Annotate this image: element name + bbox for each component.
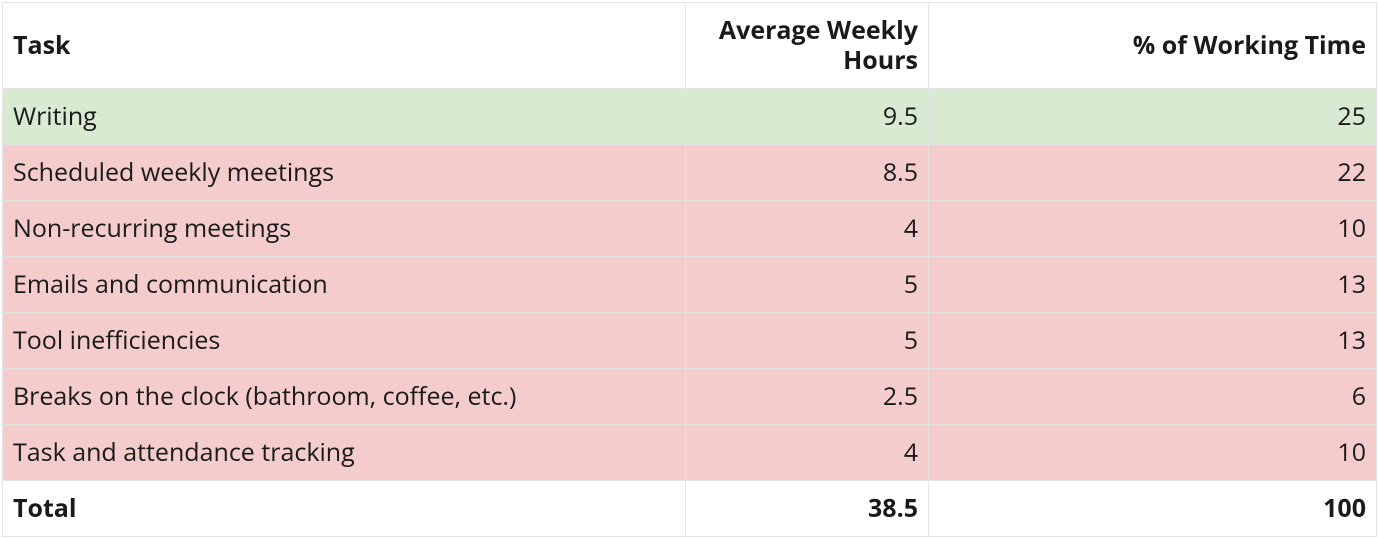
cell-percent: 6 [929, 369, 1377, 425]
cell-percent: 10 [929, 425, 1377, 481]
cell-task: Scheduled weekly meetings [3, 145, 686, 201]
cell-percent: 10 [929, 201, 1377, 257]
cell-hours: 5 [686, 257, 929, 313]
cell-task: Tool inefficiencies [3, 313, 686, 369]
cell-hours: 5 [686, 313, 929, 369]
cell-percent: 25 [929, 89, 1377, 145]
cell-task: Task and attendance tracking [3, 425, 686, 481]
table-row: Writing9.525 [3, 89, 1377, 145]
cell-task: Writing [3, 89, 686, 145]
table-total-row: Total38.5100 [3, 481, 1377, 537]
table-row: Tool inefficiencies513 [3, 313, 1377, 369]
col-header-task: Task [3, 3, 686, 89]
table-row: Non-recurring meetings410 [3, 201, 1377, 257]
cell-percent: 22 [929, 145, 1377, 201]
cell-percent: 13 [929, 313, 1377, 369]
table-row: Scheduled weekly meetings8.522 [3, 145, 1377, 201]
cell-task: Breaks on the clock (bathroom, coffee, e… [3, 369, 686, 425]
cell-task: Non-recurring meetings [3, 201, 686, 257]
cell-task: Emails and communication [3, 257, 686, 313]
table-header-row: Task Average Weekly Hours % of Working T… [3, 3, 1377, 89]
table-row: Task and attendance tracking410 [3, 425, 1377, 481]
cell-hours: 8.5 [686, 145, 929, 201]
cell-hours: 4 [686, 425, 929, 481]
col-header-hours: Average Weekly Hours [686, 3, 929, 89]
col-header-percent: % of Working Time [929, 3, 1377, 89]
cell-hours: 2.5 [686, 369, 929, 425]
table-row: Breaks on the clock (bathroom, coffee, e… [3, 369, 1377, 425]
total-label: Total [3, 481, 686, 537]
cell-percent: 13 [929, 257, 1377, 313]
cell-hours: 4 [686, 201, 929, 257]
table-row: Emails and communication513 [3, 257, 1377, 313]
total-percent: 100 [929, 481, 1377, 537]
cell-hours: 9.5 [686, 89, 929, 145]
total-hours: 38.5 [686, 481, 929, 537]
time-allocation-table: Task Average Weekly Hours % of Working T… [2, 2, 1377, 537]
